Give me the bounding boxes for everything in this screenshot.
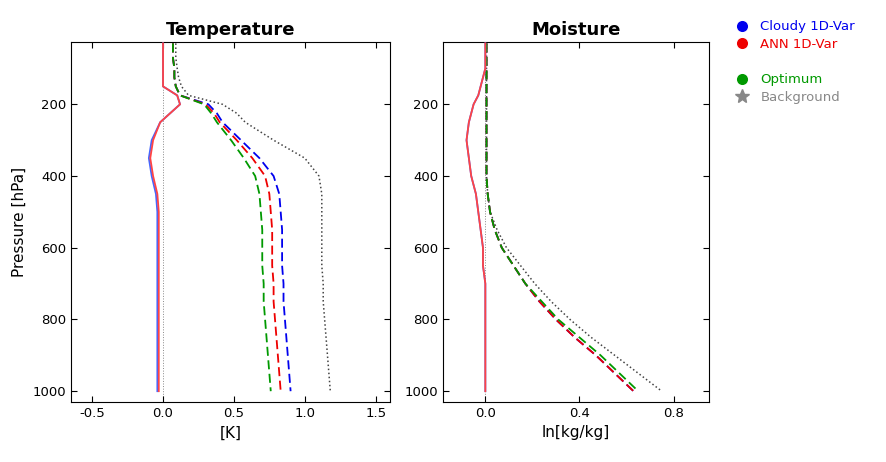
- Title: Temperature: Temperature: [166, 21, 295, 39]
- X-axis label: [K]: [K]: [220, 426, 241, 440]
- Title: Moisture: Moisture: [532, 21, 620, 39]
- Y-axis label: Pressure [hPa]: Pressure [hPa]: [12, 167, 27, 277]
- Legend: Cloudy 1D-Var, ANN 1D-Var, , Optimum, Background: Cloudy 1D-Var, ANN 1D-Var, , Optimum, Ba…: [728, 20, 855, 104]
- X-axis label: ln[kg/kg]: ln[kg/kg]: [541, 426, 610, 440]
